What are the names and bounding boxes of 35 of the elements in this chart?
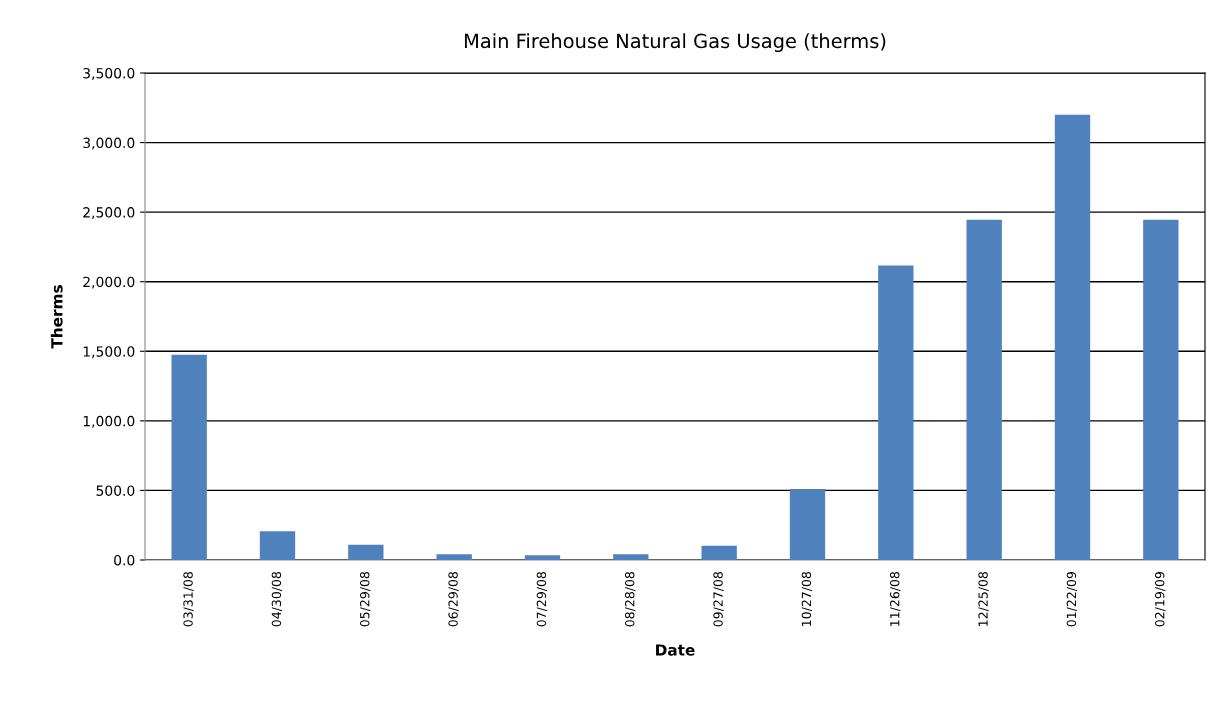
y-tick-label: 500.0 [96,485,135,496]
bar [348,544,384,560]
x-tick-label: 07/29/08 [536,571,548,627]
x-tick-label: 01/22/09 [1066,571,1078,627]
y-axis-title: Therms [50,285,63,349]
x-tick-label: 06/29/08 [448,571,459,627]
x-tick-label: 10/27/08 [801,571,813,626]
x-tick-label: 04/30/08 [271,571,283,627]
bar [789,489,826,560]
y-tick-label: 2,500.0 [83,207,135,220]
x-tick-label: 05/29/08 [360,571,371,627]
bar [1143,219,1179,560]
bar [701,545,737,560]
bar [259,531,296,560]
x-axis-title: Date [656,644,695,656]
y-tick-label: 2,000.0 [83,276,135,289]
x-tick-label: 02/19/09 [1155,571,1166,627]
chart-title: Main Firehouse Natural Gas Usage (therms) [464,33,886,53]
x-tick-label: 08/28/08 [625,571,636,627]
bar [524,555,561,560]
bar [171,354,207,560]
y-tick-label: 0.0 [114,554,135,566]
y-tick-label: 3,000.0 [83,137,135,150]
y-tick-label: 1,500.0 [83,346,135,359]
x-tick-label: 09/27/08 [713,571,724,627]
bar [1054,114,1091,560]
x-tick-label: 03/31/08 [183,571,194,627]
y-tick-label: 3,500.0 [83,67,135,80]
bar [436,554,472,560]
bar [878,265,914,560]
x-tick-label: 12/25/08 [978,571,989,626]
bar [613,554,649,560]
bar [966,219,1002,560]
x-tick-label: 11/26/08 [890,571,901,626]
y-tick-label: 1,000.0 [83,415,135,428]
